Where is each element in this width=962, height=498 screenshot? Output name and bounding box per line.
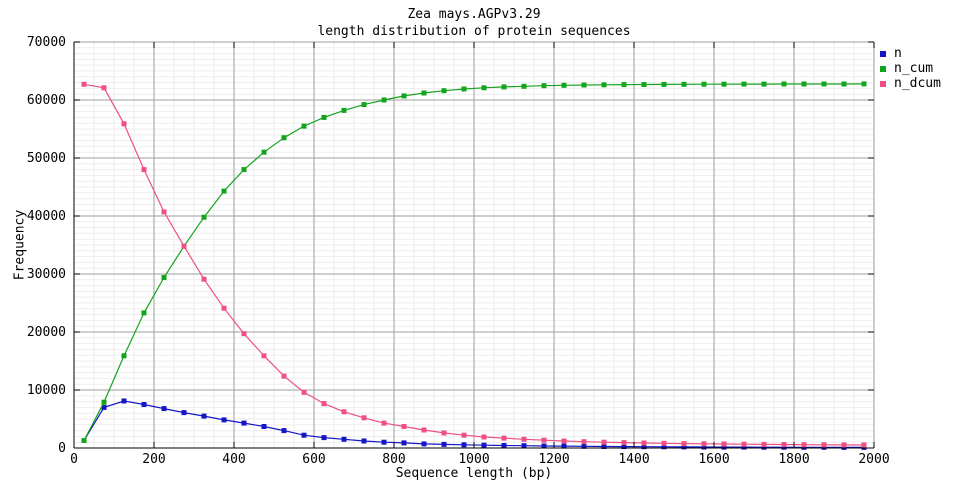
legend-item-n-dcum: n_dcum: [880, 76, 941, 91]
chart-title: Zea mays.AGPv3.29: [407, 7, 541, 22]
svg-text:1600: 1600: [698, 452, 729, 467]
svg-text:40000: 40000: [27, 209, 66, 224]
series-n-marker-icon: [880, 50, 886, 57]
svg-text:0: 0: [58, 441, 66, 456]
svg-text:30000: 30000: [27, 267, 66, 282]
chart-subtitle: length distribution of protein sequences: [317, 24, 631, 39]
legend-label-n-cum: n_cum: [894, 61, 934, 76]
legend-label-n-dcum: n_dcum: [894, 76, 941, 91]
svg-text:1800: 1800: [778, 452, 809, 467]
series-n_cum: [81, 81, 867, 443]
x-axis-label: Sequence length (bp): [395, 466, 553, 481]
svg-text:800: 800: [382, 452, 405, 467]
y-tick-labels: 0 10000 20000 30000 40000 50000 60000 70000: [27, 35, 66, 456]
svg-text:20000: 20000: [27, 325, 66, 340]
svg-text:200: 200: [142, 452, 165, 467]
y-axis-label: Frequency: [12, 209, 28, 281]
svg-text:10000: 10000: [27, 383, 66, 398]
svg-text:1200: 1200: [538, 452, 569, 467]
series-n_dcum: [81, 81, 867, 448]
svg-text:400: 400: [222, 452, 245, 467]
x-tick-labels: 0 200 400 600 800 1000 1200 1400 1600 1800 2000: [70, 452, 890, 467]
svg-text:600: 600: [302, 452, 325, 467]
svg-text:50000: 50000: [27, 151, 66, 166]
svg-text:1400: 1400: [618, 452, 649, 467]
svg-text:0: 0: [70, 452, 78, 467]
svg-text:70000: 70000: [27, 35, 66, 50]
legend: n n_cum n_dcum: [880, 46, 941, 91]
legend-item-n: n: [880, 46, 941, 61]
svg-text:1000: 1000: [458, 452, 489, 467]
tick-marks: [73, 41, 875, 449]
svg-text:2000: 2000: [858, 452, 889, 467]
series-n-dcum-marker-icon: [880, 80, 886, 87]
svg-text:60000: 60000: [27, 93, 66, 108]
legend-item-n-cum: n_cum: [880, 61, 941, 76]
series-n-cum-marker-icon: [880, 65, 886, 72]
legend-label-n: n: [894, 46, 902, 61]
